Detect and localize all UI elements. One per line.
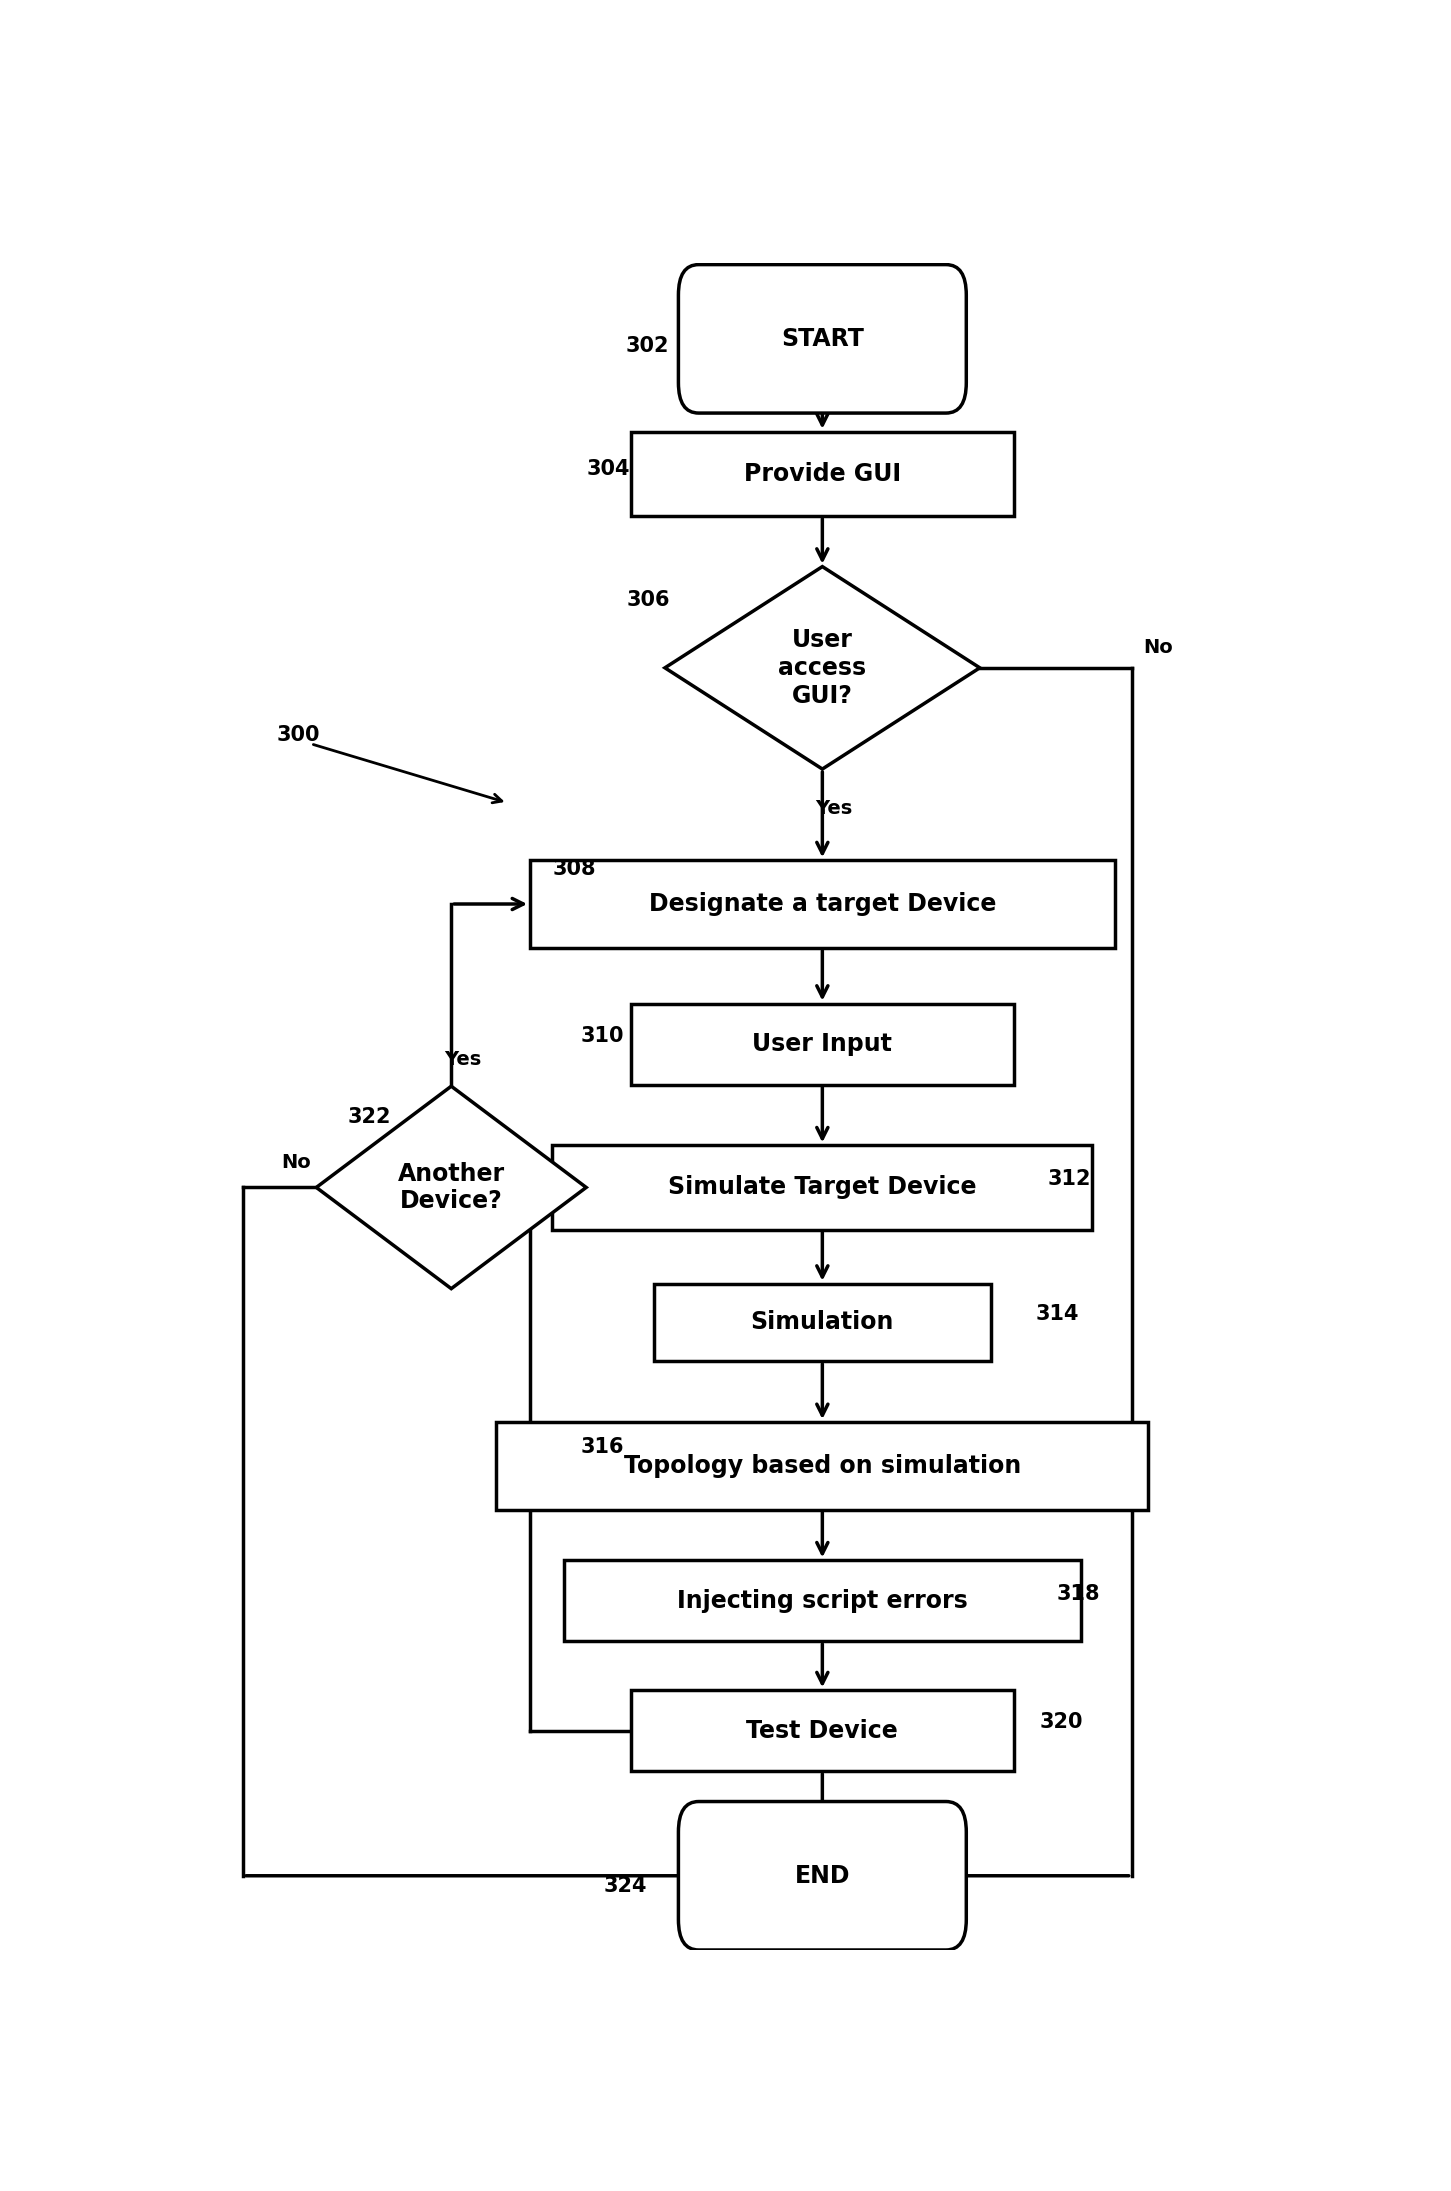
FancyBboxPatch shape — [653, 1284, 991, 1361]
FancyBboxPatch shape — [679, 1801, 966, 1950]
Text: 316: 316 — [580, 1437, 624, 1457]
Text: Test Device: Test Device — [746, 1718, 898, 1742]
Text: START: START — [781, 326, 863, 351]
Text: 314: 314 — [1036, 1304, 1080, 1323]
Text: No: No — [281, 1152, 311, 1172]
Text: Topology based on simulation: Topology based on simulation — [624, 1455, 1022, 1477]
Text: 322: 322 — [348, 1106, 392, 1126]
Text: Another
Device?: Another Device? — [398, 1161, 505, 1214]
Text: Simulate Target Device: Simulate Target Device — [667, 1174, 977, 1198]
Text: User
access
GUI?: User access GUI? — [778, 629, 866, 708]
FancyBboxPatch shape — [679, 265, 966, 414]
Text: 300: 300 — [277, 725, 321, 745]
Polygon shape — [665, 567, 979, 769]
Text: 302: 302 — [625, 335, 669, 355]
Text: 310: 310 — [580, 1025, 624, 1045]
FancyBboxPatch shape — [631, 432, 1013, 517]
Text: 308: 308 — [553, 859, 596, 879]
FancyBboxPatch shape — [496, 1422, 1149, 1510]
Text: 318: 318 — [1056, 1584, 1100, 1604]
Text: Designate a target Device: Designate a target Device — [649, 892, 995, 916]
Polygon shape — [316, 1087, 586, 1288]
Text: 320: 320 — [1039, 1711, 1082, 1733]
Text: 312: 312 — [1048, 1170, 1091, 1190]
Text: Yes: Yes — [444, 1049, 482, 1069]
Text: 306: 306 — [627, 589, 670, 611]
FancyBboxPatch shape — [631, 1689, 1013, 1770]
FancyBboxPatch shape — [553, 1146, 1093, 1229]
Text: 304: 304 — [586, 458, 630, 480]
Text: Yes: Yes — [815, 800, 852, 819]
Text: Provide GUI: Provide GUI — [744, 462, 901, 486]
Text: END: END — [795, 1865, 850, 1889]
Text: User Input: User Input — [753, 1032, 892, 1056]
FancyBboxPatch shape — [564, 1560, 1081, 1641]
Text: No: No — [1143, 638, 1172, 657]
FancyBboxPatch shape — [631, 1003, 1013, 1085]
Text: Injecting script errors: Injecting script errors — [678, 1588, 968, 1613]
FancyBboxPatch shape — [530, 861, 1114, 949]
Text: 324: 324 — [604, 1875, 647, 1895]
Text: Simulation: Simulation — [750, 1310, 894, 1334]
